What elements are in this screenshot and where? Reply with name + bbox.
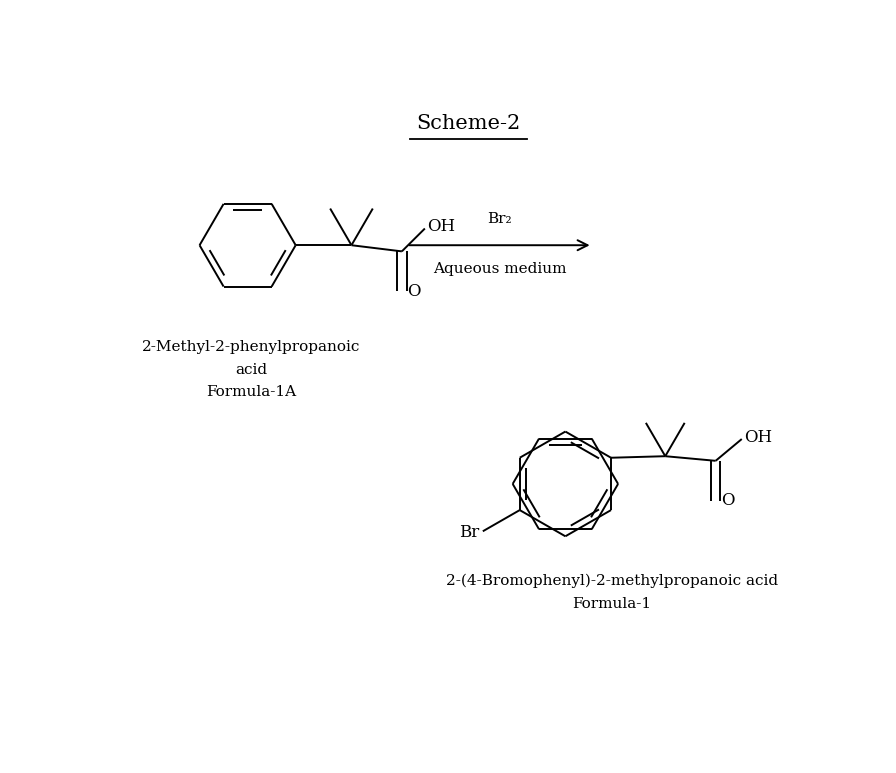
Text: OH: OH — [744, 429, 772, 446]
Text: Formula-1A: Formula-1A — [206, 386, 297, 400]
Text: Scheme-2: Scheme-2 — [417, 114, 521, 133]
Text: Br₂: Br₂ — [487, 212, 512, 226]
Text: Br: Br — [459, 524, 479, 541]
Text: acid: acid — [236, 363, 268, 377]
Text: Aqueous medium: Aqueous medium — [433, 262, 566, 276]
Text: Formula-1: Formula-1 — [573, 597, 651, 611]
Text: OH: OH — [427, 219, 455, 236]
Text: O: O — [721, 492, 735, 509]
Text: 2-(4-Bromophenyl)-2-methylpropanoic acid: 2-(4-Bromophenyl)-2-methylpropanoic acid — [446, 574, 778, 588]
Text: O: O — [408, 283, 421, 300]
Text: 2-Methyl-2-phenylpropanoic: 2-Methyl-2-phenylpropanoic — [142, 340, 361, 354]
